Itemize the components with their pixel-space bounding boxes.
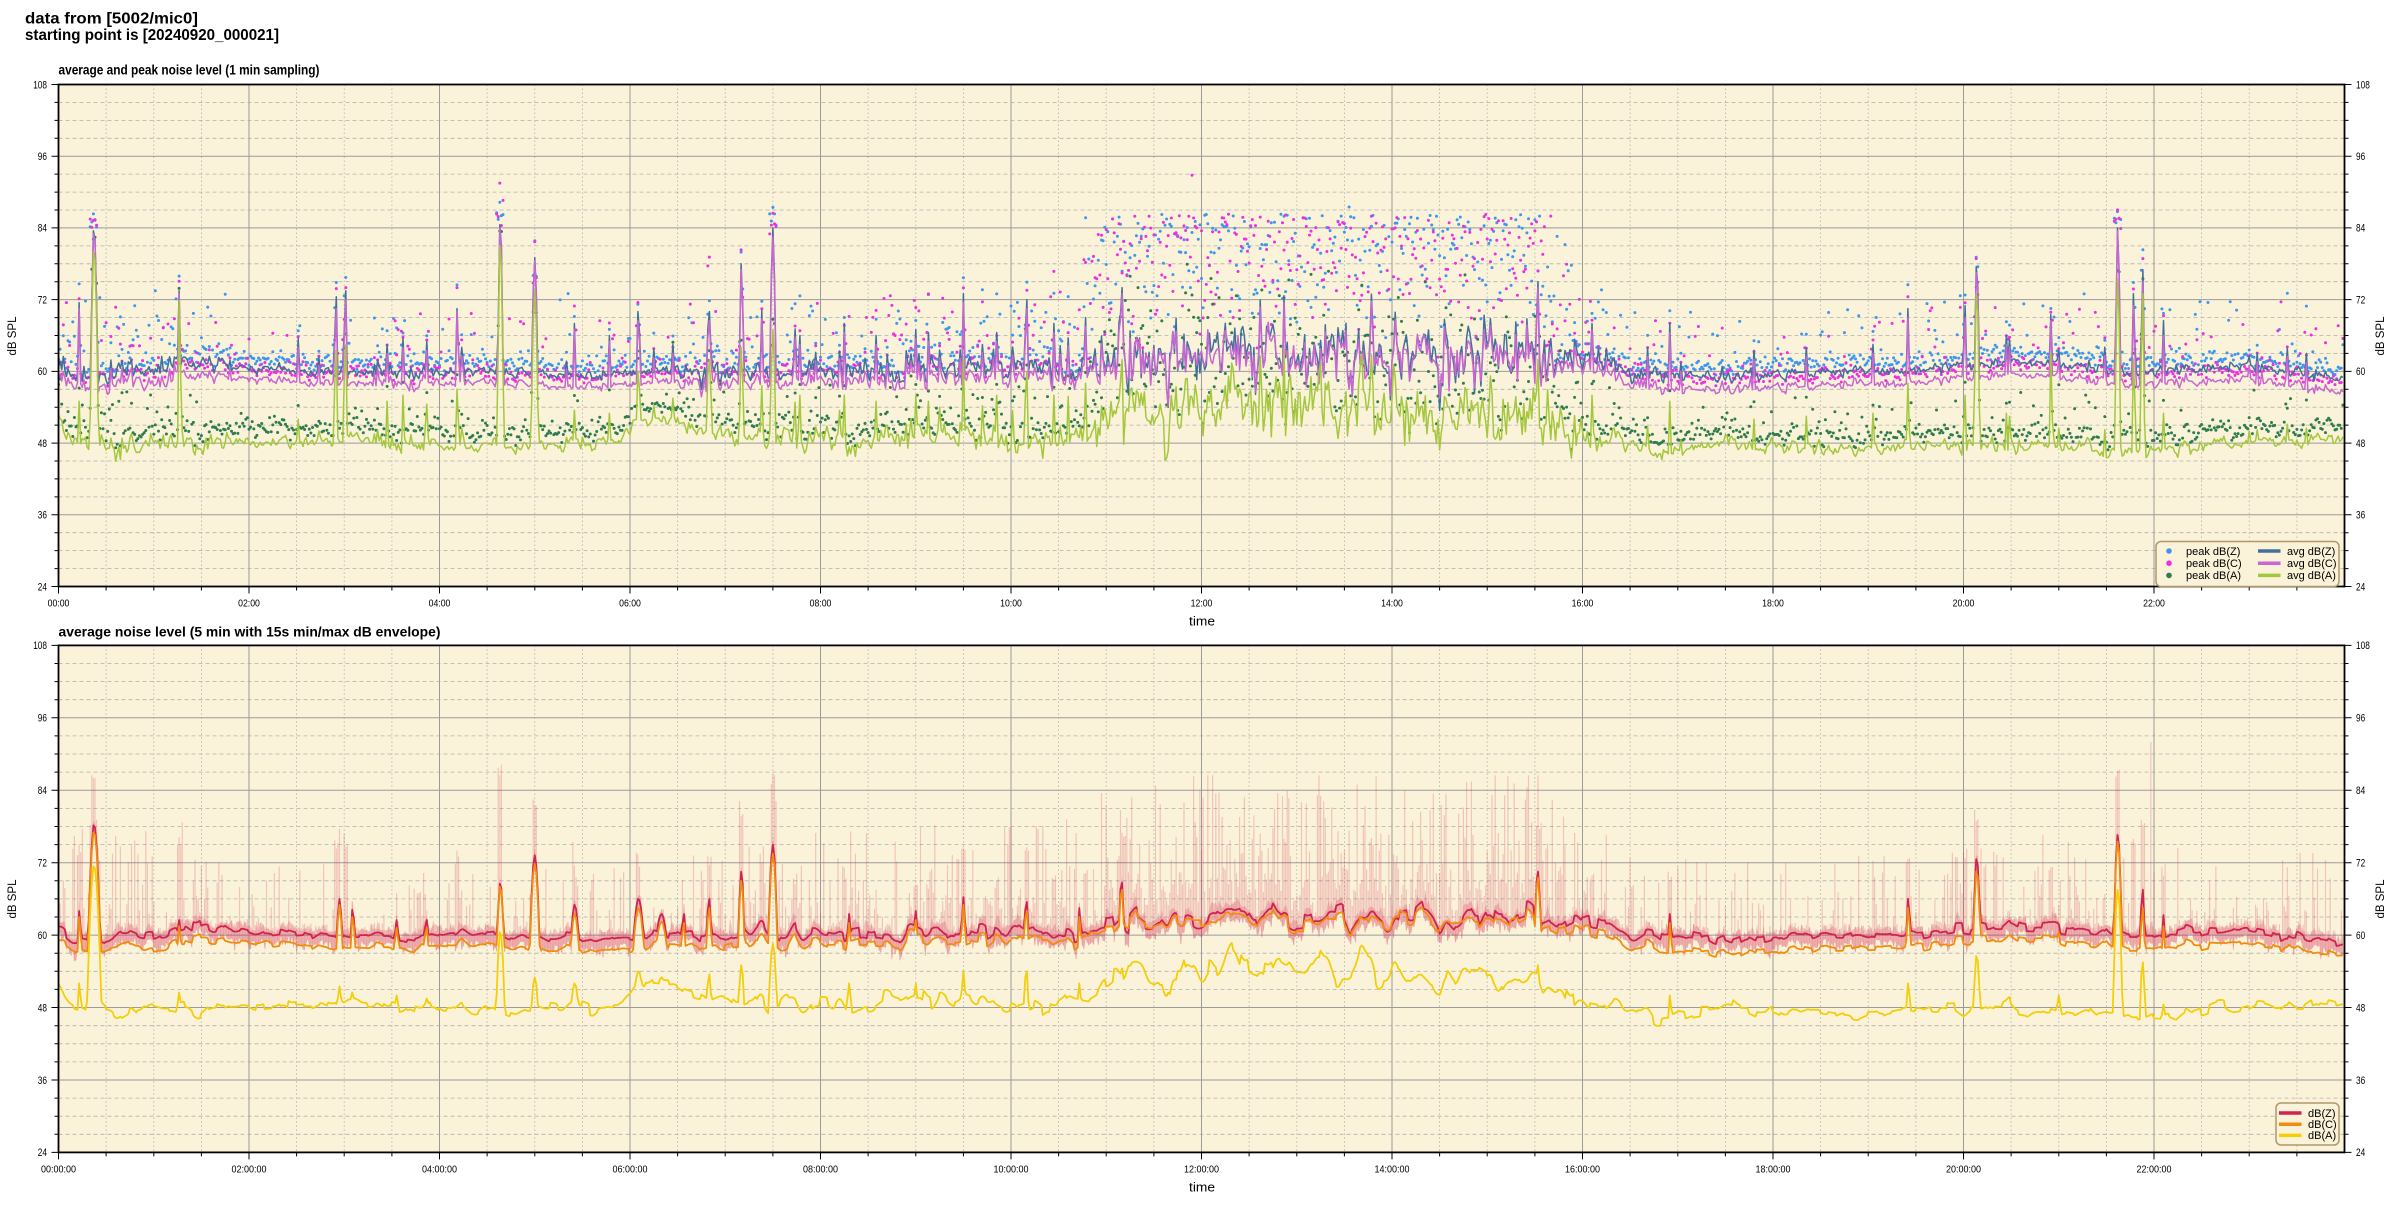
svg-text:time: time	[1189, 1179, 1215, 1194]
svg-text:00:00:00: 00:00:00	[41, 1163, 76, 1175]
svg-text:24: 24	[38, 581, 47, 593]
svg-text:96: 96	[38, 151, 47, 163]
svg-text:84: 84	[38, 223, 47, 235]
svg-text:72: 72	[38, 858, 47, 870]
svg-text:average noise level (5 min wit: average noise level (5 min with 15s min/…	[59, 624, 441, 640]
svg-text:72: 72	[2356, 294, 2365, 306]
svg-text:48: 48	[2356, 1002, 2365, 1014]
svg-text:peak dB(Z): peak dB(Z)	[2186, 546, 2240, 558]
svg-text:08:00: 08:00	[810, 598, 832, 610]
svg-text:36: 36	[2356, 510, 2365, 522]
svg-text:peak dB(C): peak dB(C)	[2186, 558, 2242, 570]
svg-text:24: 24	[2356, 581, 2365, 593]
svg-text:48: 48	[38, 1002, 47, 1014]
svg-text:peak dB(A): peak dB(A)	[2186, 570, 2241, 582]
svg-text:dB SPL: dB SPL	[7, 316, 19, 356]
svg-text:36: 36	[2356, 1075, 2365, 1087]
svg-text:dB(Z): dB(Z)	[2308, 1108, 2336, 1120]
svg-text:10:00:00: 10:00:00	[994, 1163, 1029, 1175]
svg-text:36: 36	[38, 510, 47, 522]
svg-text:60: 60	[2356, 366, 2365, 378]
svg-text:18:00:00: 18:00:00	[1756, 1163, 1791, 1175]
svg-text:04:00: 04:00	[429, 598, 451, 610]
svg-text:avg dB(A): avg dB(A)	[2287, 570, 2336, 582]
svg-text:avg dB(C): avg dB(C)	[2287, 558, 2337, 570]
svg-text:12:00: 12:00	[1191, 598, 1213, 610]
svg-text:36: 36	[38, 1075, 47, 1087]
svg-text:20:00:00: 20:00:00	[1946, 1163, 1981, 1175]
svg-text:10:00: 10:00	[1000, 598, 1022, 610]
svg-text:108: 108	[2356, 640, 2370, 652]
svg-text:16:00:00: 16:00:00	[1565, 1163, 1600, 1175]
svg-text:18:00: 18:00	[1762, 598, 1784, 610]
svg-text:108: 108	[2356, 79, 2370, 91]
svg-text:00:00: 00:00	[48, 598, 70, 610]
svg-text:48: 48	[2356, 438, 2365, 450]
svg-text:average and peak noise level (: average and peak noise level (1 min samp…	[59, 62, 320, 78]
svg-text:dB(A): dB(A)	[2308, 1130, 2336, 1142]
svg-text:20:00: 20:00	[1953, 598, 1975, 610]
svg-text:06:00:00: 06:00:00	[613, 1163, 648, 1175]
svg-text:72: 72	[2356, 858, 2365, 870]
svg-text:dB SPL: dB SPL	[7, 879, 19, 919]
svg-text:starting point is [20240920_00: starting point is [20240920_000021]	[25, 27, 279, 44]
svg-text:96: 96	[38, 713, 47, 725]
svg-text:96: 96	[2356, 151, 2365, 163]
svg-text:60: 60	[38, 930, 47, 942]
svg-text:96: 96	[2356, 713, 2365, 725]
svg-text:dB SPL: dB SPL	[2375, 879, 2387, 919]
svg-text:dB SPL: dB SPL	[2375, 316, 2387, 356]
svg-text:06:00: 06:00	[619, 598, 641, 610]
svg-text:24: 24	[2356, 1147, 2365, 1159]
svg-text:60: 60	[38, 366, 47, 378]
svg-text:08:00:00: 08:00:00	[803, 1163, 838, 1175]
svg-text:60: 60	[2356, 930, 2365, 942]
svg-text:108: 108	[33, 79, 47, 91]
svg-text:02:00:00: 02:00:00	[232, 1163, 267, 1175]
svg-text:04:00:00: 04:00:00	[422, 1163, 457, 1175]
svg-text:dB(C): dB(C)	[2308, 1119, 2337, 1131]
svg-text:16:00: 16:00	[1572, 598, 1594, 610]
svg-text:84: 84	[2356, 785, 2365, 797]
svg-text:108: 108	[33, 640, 47, 652]
svg-text:14:00:00: 14:00:00	[1375, 1163, 1410, 1175]
svg-text:24: 24	[38, 1147, 47, 1159]
svg-text:14:00: 14:00	[1381, 598, 1403, 610]
svg-text:time: time	[1189, 614, 1215, 629]
svg-text:data from [5002/mic0]: data from [5002/mic0]	[25, 11, 198, 28]
svg-text:84: 84	[2356, 223, 2365, 235]
svg-text:12:00:00: 12:00:00	[1184, 1163, 1219, 1175]
svg-text:48: 48	[38, 438, 47, 450]
svg-text:02:00: 02:00	[238, 598, 260, 610]
svg-text:84: 84	[38, 785, 47, 797]
svg-text:22:00: 22:00	[2143, 598, 2165, 610]
svg-text:22:00:00: 22:00:00	[2137, 1163, 2172, 1175]
svg-text:avg dB(Z): avg dB(Z)	[2287, 546, 2335, 558]
svg-text:72: 72	[38, 294, 47, 306]
